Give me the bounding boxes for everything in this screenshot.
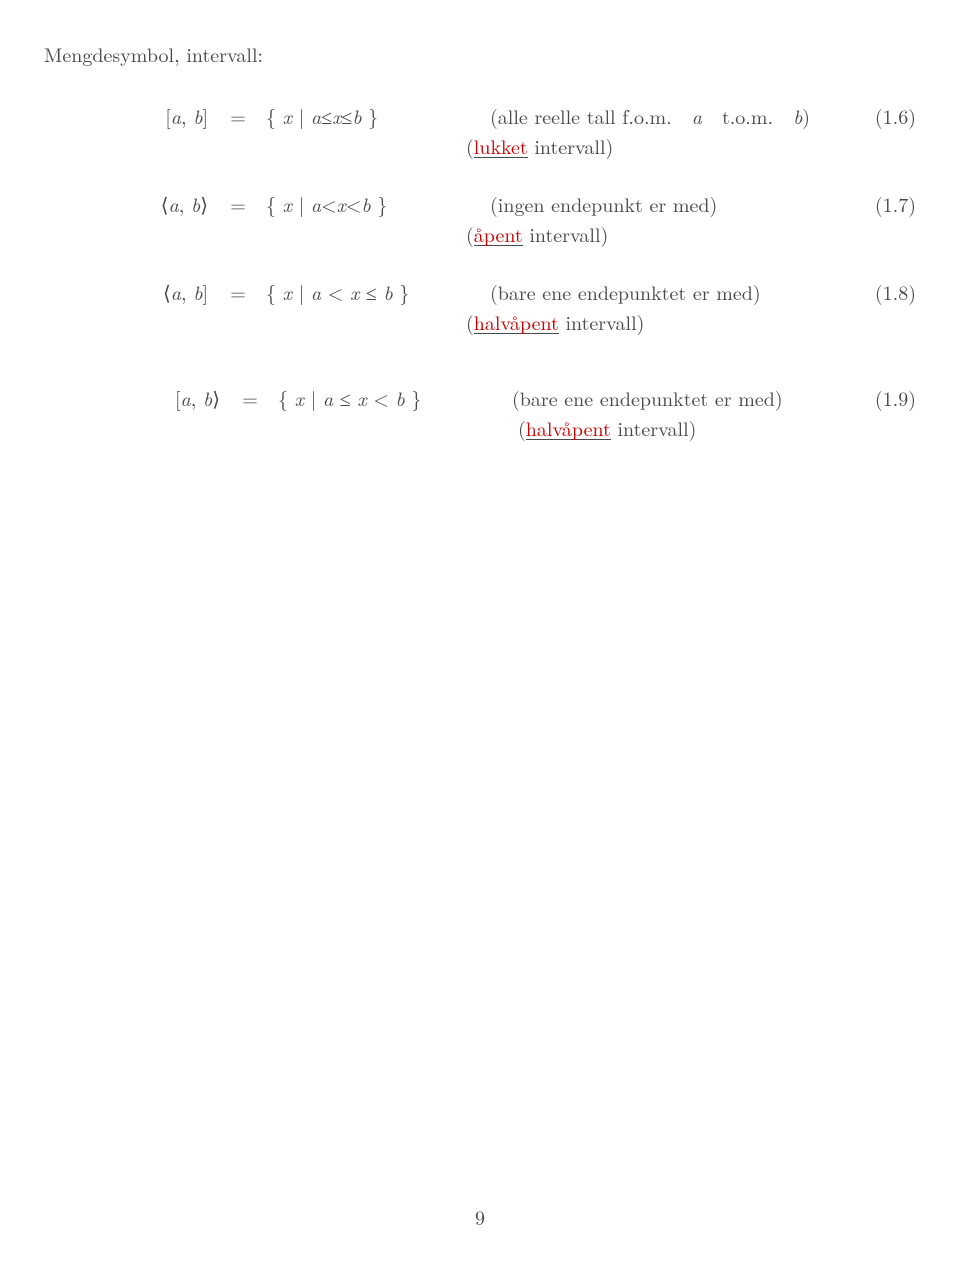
page: Mengdesymbol, intervall: [a, b] = { x | … [0, 0, 960, 1269]
eq-description-2: (lukket intervall) [466, 132, 856, 160]
link-lukket[interactable]: lukket [474, 131, 528, 160]
eq-lhs: ⟨a, b⟩ [44, 190, 216, 218]
eq-description: (alle reelle tall f.o.m. a t.o.m. b) [466, 102, 856, 130]
eq-description: (bare ene endepunktet er med) [488, 384, 856, 412]
eq-description: (bare ene endepunktet er med) [466, 278, 856, 306]
eq-sign: = [228, 384, 272, 412]
equation-number: (1.9) [856, 384, 916, 412]
eq-sign: = [216, 190, 260, 218]
eq-lhs: [a, b⟩ [44, 384, 228, 412]
eq-set: { x | a < x ≤ b } [260, 278, 466, 306]
eq-set: { x | a<x<b } [260, 190, 466, 218]
equation-number: (1.7) [856, 190, 916, 218]
equation-row: ⟨a, b⟩ = { x | a<x<b } (ingen endepunkt … [44, 190, 916, 248]
eq-description-2: (halvåpent intervall) [466, 308, 856, 336]
eq-description-2: (halvåpent intervall) [488, 414, 856, 442]
equation-number: (1.6) [856, 102, 916, 130]
eq-lhs: [a, b] [44, 102, 216, 130]
eq-lhs: ⟨a, b] [44, 278, 216, 306]
equation-row: [a, b⟩ = { x | a ≤ x < b } (bare ene end… [44, 384, 916, 442]
equation-number: (1.8) [856, 278, 916, 306]
eq-set: { x | a≤x≤b } [260, 102, 466, 130]
eq-sign: = [216, 278, 260, 306]
page-title: Mengdesymbol, intervall: [44, 40, 916, 68]
equation-row: ⟨a, b] = { x | a < x ≤ b } (bare ene end… [44, 278, 916, 336]
equation-row: [a, b] = { x | a≤x≤b } (alle reelle tall… [44, 102, 916, 160]
eq-sign: = [216, 102, 260, 130]
link-apent[interactable]: åpent [474, 219, 523, 248]
link-halvapent[interactable]: halvåpent [474, 307, 559, 336]
eq-description: (ingen endepunkt er med) [466, 190, 856, 218]
eq-set: { x | a ≤ x < b } [272, 384, 488, 412]
link-halvapent-2[interactable]: halvåpent [526, 413, 611, 442]
eq-description-2: (åpent intervall) [466, 220, 856, 248]
page-number: 9 [0, 1203, 960, 1231]
